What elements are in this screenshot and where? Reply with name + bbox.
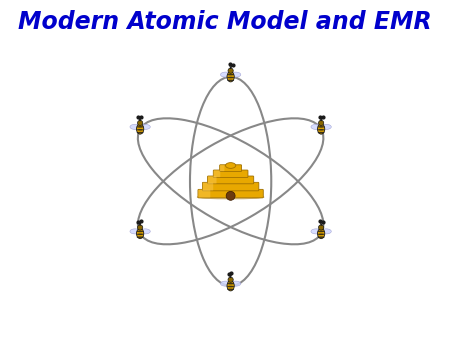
Ellipse shape	[230, 281, 241, 286]
Ellipse shape	[318, 231, 324, 232]
Ellipse shape	[227, 283, 234, 285]
Ellipse shape	[137, 126, 144, 128]
Ellipse shape	[130, 229, 140, 234]
Ellipse shape	[227, 72, 234, 82]
FancyBboxPatch shape	[220, 165, 225, 171]
Ellipse shape	[137, 236, 144, 238]
FancyBboxPatch shape	[252, 189, 258, 198]
Ellipse shape	[227, 281, 234, 291]
Circle shape	[138, 225, 143, 230]
Ellipse shape	[226, 191, 235, 200]
Ellipse shape	[140, 229, 150, 234]
Ellipse shape	[225, 163, 236, 168]
Ellipse shape	[137, 231, 144, 232]
Ellipse shape	[321, 229, 331, 234]
Circle shape	[228, 277, 233, 282]
Circle shape	[319, 225, 324, 230]
Ellipse shape	[318, 126, 324, 128]
Ellipse shape	[318, 124, 325, 134]
FancyBboxPatch shape	[242, 170, 245, 177]
Ellipse shape	[318, 236, 324, 238]
Ellipse shape	[137, 234, 144, 235]
FancyBboxPatch shape	[246, 176, 250, 184]
Ellipse shape	[230, 72, 241, 77]
Ellipse shape	[311, 124, 321, 129]
Ellipse shape	[227, 74, 234, 75]
Ellipse shape	[227, 77, 234, 78]
Ellipse shape	[220, 72, 230, 77]
FancyBboxPatch shape	[202, 182, 259, 191]
Ellipse shape	[321, 124, 331, 129]
Ellipse shape	[318, 228, 325, 239]
Ellipse shape	[318, 129, 324, 130]
Ellipse shape	[136, 228, 144, 239]
Ellipse shape	[137, 129, 144, 130]
Ellipse shape	[318, 132, 324, 134]
FancyBboxPatch shape	[208, 176, 216, 184]
Ellipse shape	[220, 281, 230, 286]
Ellipse shape	[227, 289, 234, 290]
Ellipse shape	[137, 132, 144, 134]
FancyBboxPatch shape	[203, 183, 213, 191]
FancyBboxPatch shape	[214, 170, 220, 177]
FancyBboxPatch shape	[198, 189, 263, 198]
FancyBboxPatch shape	[249, 182, 255, 191]
Ellipse shape	[140, 124, 150, 129]
Ellipse shape	[227, 80, 234, 81]
Ellipse shape	[197, 195, 264, 199]
Circle shape	[319, 120, 324, 126]
Ellipse shape	[318, 234, 324, 235]
FancyBboxPatch shape	[213, 170, 248, 177]
Circle shape	[228, 68, 233, 73]
Ellipse shape	[130, 124, 140, 129]
Circle shape	[138, 120, 143, 126]
Text: Modern Atomic Model and EMR: Modern Atomic Model and EMR	[18, 10, 432, 34]
FancyBboxPatch shape	[237, 165, 240, 171]
Ellipse shape	[136, 124, 144, 134]
Ellipse shape	[227, 286, 234, 287]
Ellipse shape	[311, 229, 321, 234]
FancyBboxPatch shape	[198, 190, 210, 197]
FancyBboxPatch shape	[207, 176, 254, 184]
FancyBboxPatch shape	[220, 165, 242, 171]
